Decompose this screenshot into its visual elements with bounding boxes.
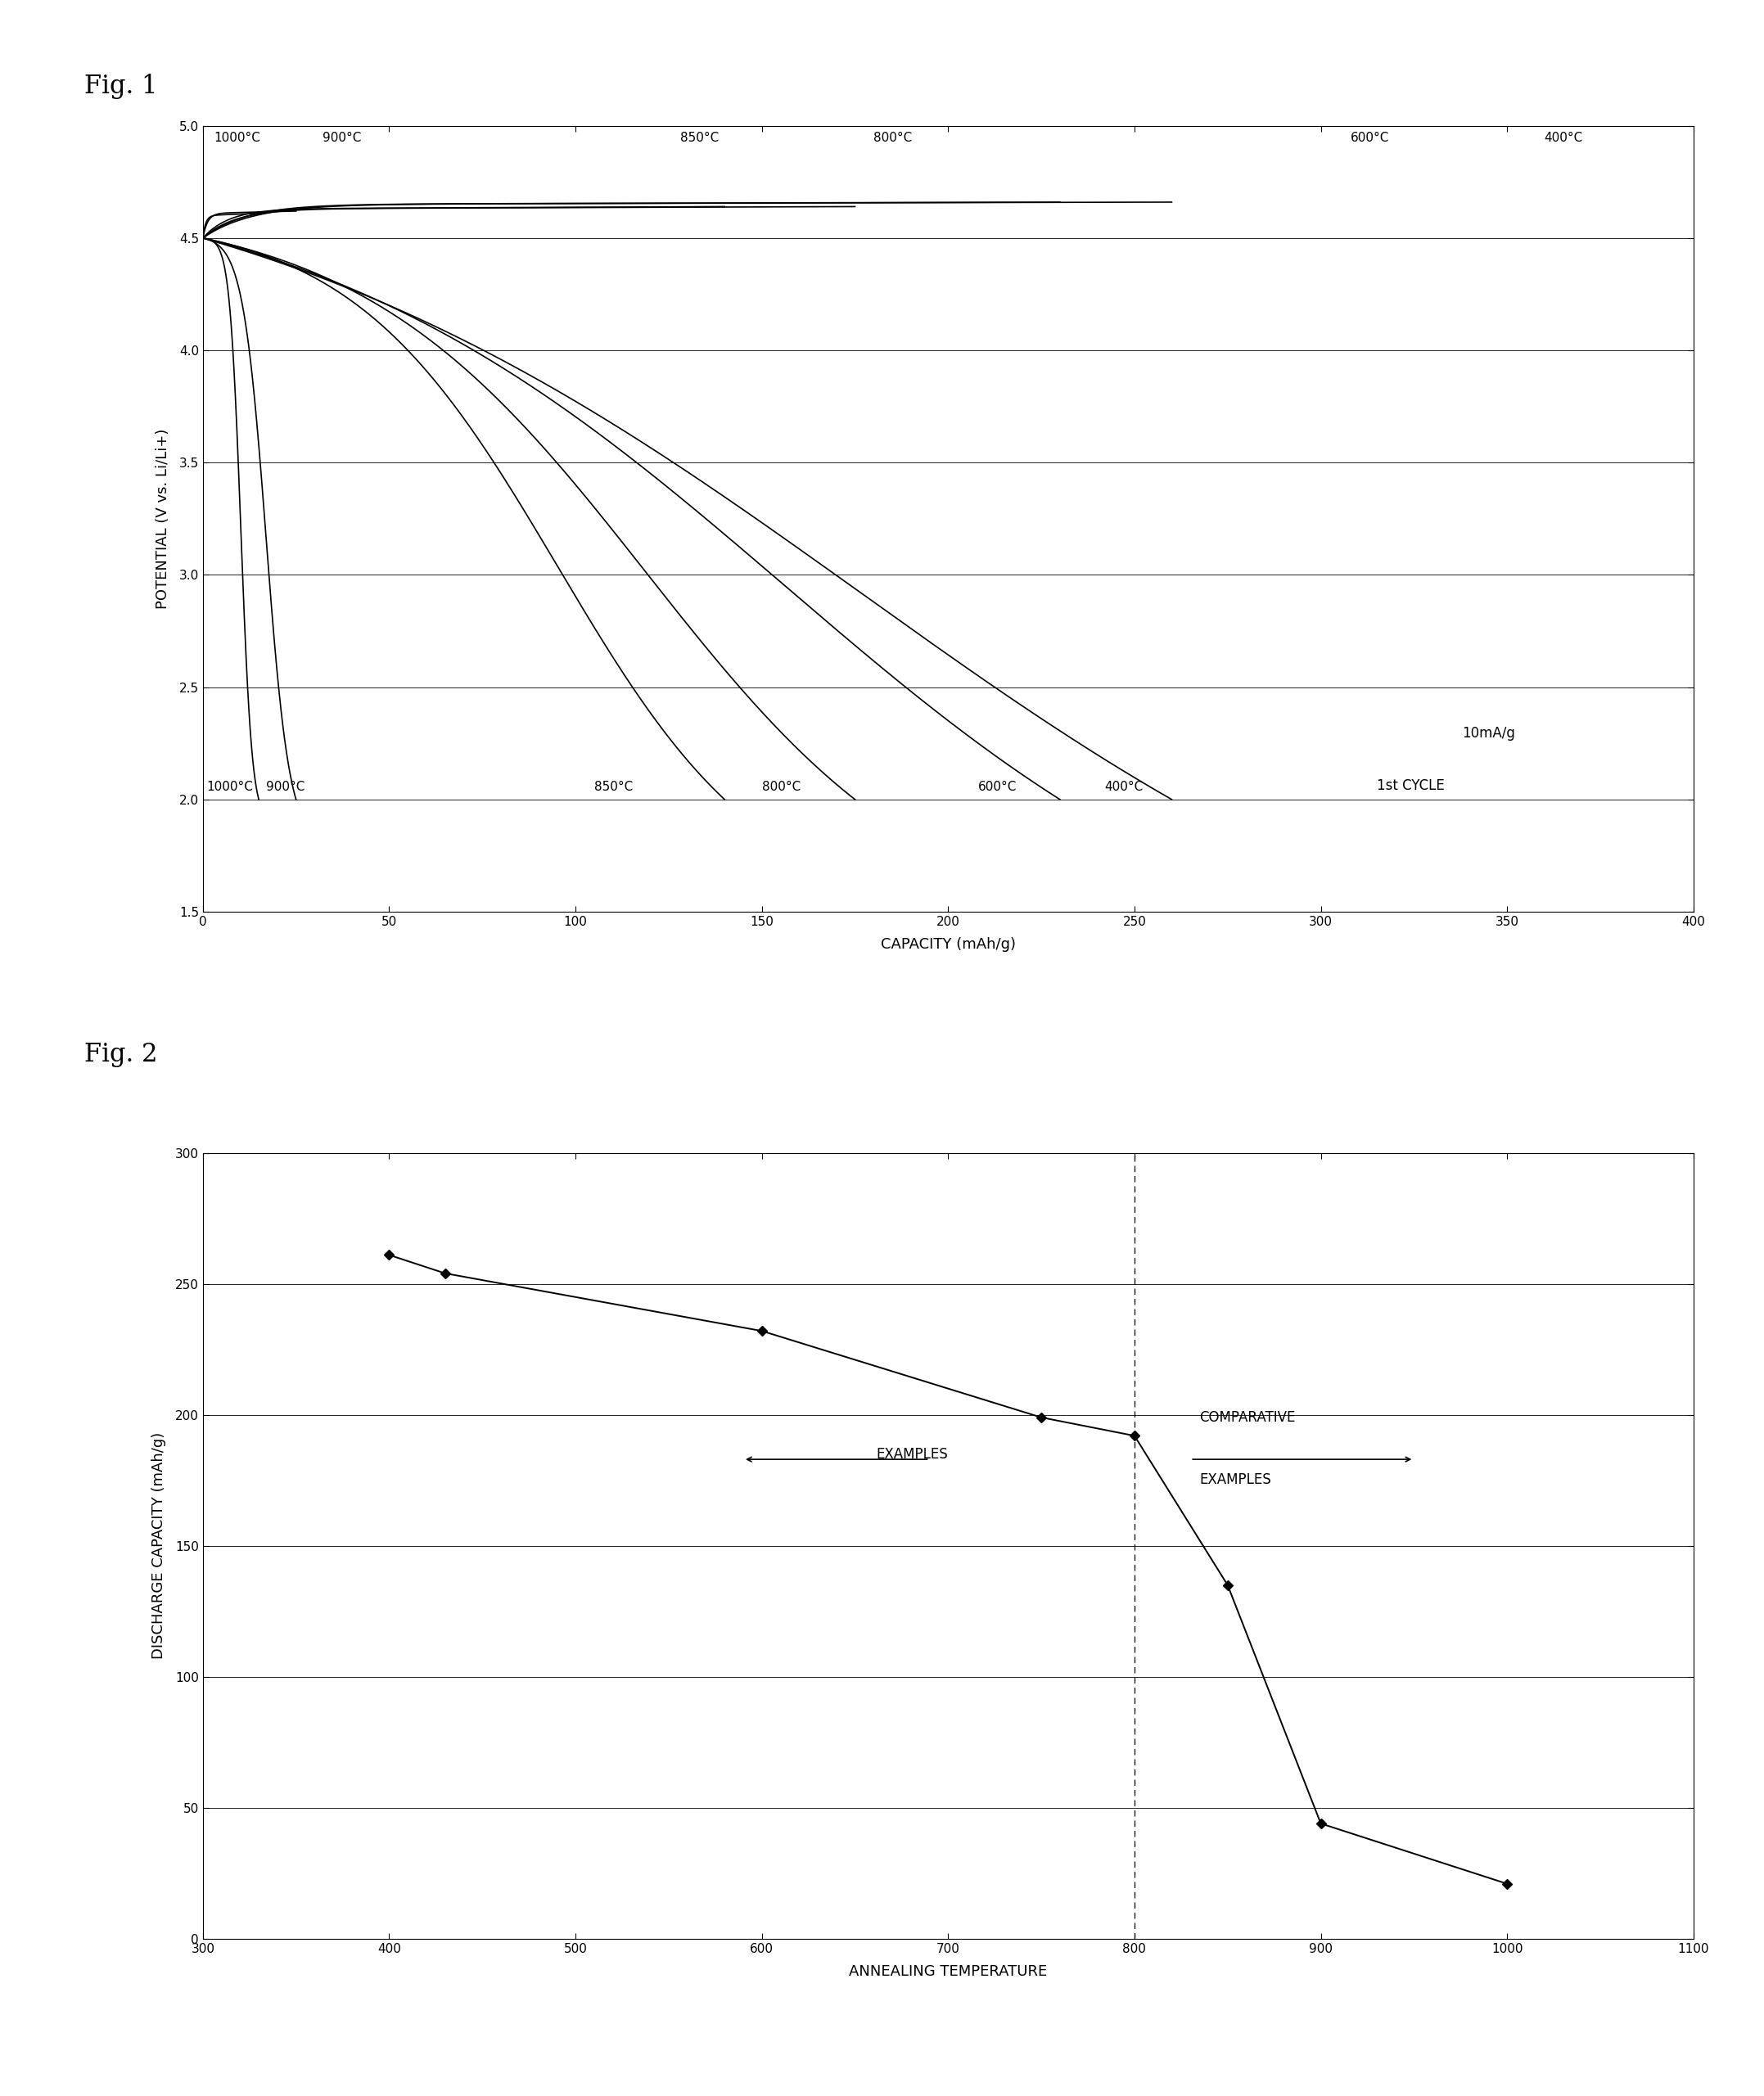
Text: 850°C: 850°C [594, 780, 633, 792]
Text: 800°C: 800°C [762, 780, 801, 792]
Y-axis label: POTENTIAL (V vs. Li/Li+): POTENTIAL (V vs. Li/Li+) [155, 428, 169, 610]
Text: 1000°C: 1000°C [213, 132, 261, 145]
Text: 10mA/g: 10mA/g [1462, 727, 1515, 742]
Y-axis label: DISCHARGE CAPACITY (mAh/g): DISCHARGE CAPACITY (mAh/g) [152, 1432, 166, 1660]
Text: 800°C: 800°C [873, 132, 912, 145]
Text: 400°C: 400°C [1104, 780, 1143, 792]
Text: Fig. 2: Fig. 2 [85, 1042, 159, 1067]
Text: EXAMPLES: EXAMPLES [877, 1446, 947, 1461]
Text: 1000°C: 1000°C [206, 780, 254, 792]
X-axis label: CAPACITY (mAh/g): CAPACITY (mAh/g) [880, 937, 1016, 952]
Text: 900°C: 900°C [323, 132, 362, 145]
Text: Fig. 1: Fig. 1 [85, 73, 159, 99]
Text: 850°C: 850°C [679, 132, 718, 145]
Text: COMPARATIVE: COMPARATIVE [1200, 1411, 1297, 1425]
Text: 900°C: 900°C [266, 780, 305, 792]
Text: EXAMPLES: EXAMPLES [1200, 1471, 1272, 1488]
Text: 600°C: 600°C [1351, 132, 1390, 145]
X-axis label: ANNEALING TEMPERATURE: ANNEALING TEMPERATURE [848, 1964, 1048, 1979]
Text: 600°C: 600°C [977, 780, 1016, 792]
Text: 1st CYCLE: 1st CYCLE [1376, 778, 1445, 792]
Text: 400°C: 400°C [1544, 132, 1582, 145]
